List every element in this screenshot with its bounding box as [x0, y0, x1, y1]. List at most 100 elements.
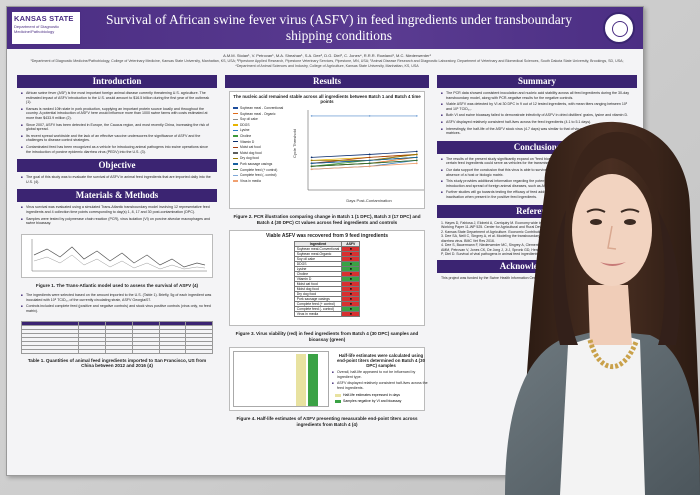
series-label: Lysine: [240, 128, 250, 133]
data-point: [415, 150, 418, 153]
data-point: [310, 159, 313, 162]
data-point: [310, 162, 313, 165]
data-point: [310, 115, 313, 117]
halflife-title: Half-life estimates were calculated usin…: [336, 353, 426, 368]
asfv-positive-cell: ■: [341, 311, 361, 317]
series-label: Complete feed (+ control): [240, 167, 278, 172]
series-swatch: [233, 124, 238, 126]
data-point: [415, 153, 418, 156]
series-legend-item: Moist dog food: [233, 151, 289, 157]
series-swatch: [233, 157, 238, 160]
series-swatch: [233, 107, 238, 109]
figure2-caption: Figure 2. PCR illustration comparing cha…: [233, 214, 421, 225]
pcr-series-list: Soybean meal - Conventional Soybean meal …: [233, 106, 289, 184]
objective-bullet: The goal of this study was to evaluate t…: [21, 175, 213, 184]
legend-a-label: Half-life estimates expressed in days: [343, 393, 400, 398]
university-logo: KANSAS STATE Department of Diagnostic Me…: [11, 11, 81, 45]
series-swatch: [233, 112, 238, 115]
conclusions-bullets: The results of the present study signifi…: [437, 154, 637, 205]
halflife-legend-a: Half-life estimates expressed in days: [332, 392, 430, 398]
halflife-table-graphic: [296, 354, 318, 406]
results-heading: Results: [225, 75, 429, 88]
halflife-legend-b: Samples negative by VI and bioassay: [332, 398, 430, 404]
series-legend-item: Complete feed (- control): [233, 173, 289, 179]
summary-bullet: Both VI and swine bioassay failed to dem…: [441, 113, 633, 118]
methods-bullet: Virus survival was evaluated using a sim…: [21, 205, 213, 214]
series-legend-item: DDGS: [233, 123, 289, 129]
series-swatch: [233, 129, 238, 132]
halflife-panel: Half-life estimates were calculated usin…: [229, 347, 428, 411]
intro-heading: Introduction: [17, 75, 217, 88]
viability-table-title: Viable ASFV was recovered from 9 feed in…: [266, 233, 388, 239]
viability-table-panel: Viable ASFV was recovered from 9 feed in…: [229, 230, 425, 326]
temperature-profile-graphic: [31, 238, 207, 271]
poster-title: Survival of African swine fever virus (A…: [105, 12, 572, 43]
series-swatch: [233, 135, 238, 137]
poster-affiliations: ¹Department of Diagnostic Medicine/Patho…: [30, 59, 624, 68]
series-legend-item: Virus in media: [233, 179, 289, 185]
summary-bullets: The PCR data showed consistent inoculati…: [437, 88, 637, 141]
data-point: [415, 159, 418, 162]
series-label: Dry dog food: [240, 156, 259, 161]
halflife-table: [233, 351, 329, 407]
methods-heading: Materials & Methods: [17, 189, 217, 203]
series-legend-item: Pork sausage casings: [233, 162, 289, 168]
conclusions-bullet: Further studies will go towards testing …: [441, 190, 633, 199]
intro-bullet: African swine fever (ASF) is the most im…: [21, 91, 213, 105]
series-swatch: [233, 118, 238, 121]
series-swatch: [233, 180, 238, 182]
y-axis-label: Cycle Threshold: [292, 129, 297, 158]
data-point: [415, 156, 418, 159]
logo-name: KANSAS STATE: [14, 14, 74, 23]
viability-table-row: Complete feed (- control) ■: [293, 306, 361, 312]
summary-bullet: The PCR data showed consistent inoculati…: [441, 91, 633, 100]
conclusions-bullet: The results of the present study signifi…: [441, 157, 633, 166]
viability-table-row: Pork sausage casings ■: [293, 296, 361, 302]
halflife-bullet: ASFV displayed relatively consistent hal…: [332, 381, 430, 390]
viability-table-row: Soybean meal-Organic ■: [293, 251, 361, 257]
summary-bullet: Viable ASFV was detected by VI at 30 DPC…: [441, 102, 633, 111]
series-swatch: [233, 140, 238, 143]
data-point: [310, 165, 313, 168]
conclusions-heading: Conclusions: [437, 140, 637, 154]
objective-heading: Objective: [17, 159, 217, 173]
college-seal-icon: [603, 12, 635, 44]
methods-bullet: Controls included complete feed (positiv…: [21, 304, 213, 313]
data-point: [415, 115, 418, 117]
series-line: [311, 162, 417, 170]
data-point: [368, 162, 371, 165]
conclusions-bullet: Our data support the conclusion that thi…: [441, 168, 633, 177]
ingredient-name: Soybean meal-Conventional: [293, 246, 343, 252]
pcr-chart-panel: The nucleic acid remained stable across …: [229, 91, 425, 209]
objective-bullets: The goal of this study was to evaluate t…: [17, 172, 217, 189]
series-label: Soybean meal - Conventional: [240, 106, 284, 110]
ingredient-name: Virus in media: [293, 311, 343, 317]
reference-item: 1. Hayes D, Fabiosa J, Elobeid A, Carriq…: [441, 220, 627, 230]
logo-department: Department of Diagnostic Medicine/Pathob…: [14, 24, 60, 34]
data-point: [310, 156, 313, 159]
reference-item: 2. Kansas State Department of Agricultur…: [441, 229, 556, 234]
research-poster: KANSAS STATE Department of Diagnostic Me…: [6, 6, 644, 476]
table1-caption: Table 1. Quantities of animal feed ingre…: [27, 357, 207, 369]
series-legend-item: Dry dog food: [233, 156, 289, 162]
series-label: Moist dog food: [240, 150, 262, 155]
data-point: [368, 153, 371, 156]
figure3-caption: Figure 3. Virus viability (red) in feed …: [235, 331, 419, 342]
acknowledgements-text: This project was funded by the Swine Hea…: [441, 275, 541, 280]
pcr-line-chart: Cycle Threshold Days Post-Contamination: [292, 110, 424, 203]
series-label: Moist cat food: [240, 145, 261, 150]
references-heading: References: [437, 204, 637, 218]
series-label: Pork sausage casings: [240, 161, 273, 166]
conclusions-bullet: This study provides additional informati…: [441, 179, 633, 188]
halflife-text: Half-life estimates were calculated usin…: [332, 351, 430, 404]
column-middle: Results The nucleic acid remained stable…: [225, 75, 429, 429]
data-point: [368, 159, 371, 162]
series-legend-item: Moist cat food: [233, 145, 289, 151]
viability-table-row: Soybean meal-Conventional ■: [293, 246, 361, 252]
poster-authors: A.M.M. Stoian¹, V. Petrovan¹, M.A. Sheah…: [223, 53, 431, 58]
column-right: Summary The PCR data showed consistent i…: [437, 75, 637, 283]
series-swatch: [233, 163, 238, 165]
poster-header: KANSAS STATE Department of Diagnostic Me…: [7, 7, 643, 49]
series-legend-item: Lysine: [233, 128, 289, 134]
methods-bullets: Virus survival was evaluated using a sim…: [17, 202, 217, 230]
